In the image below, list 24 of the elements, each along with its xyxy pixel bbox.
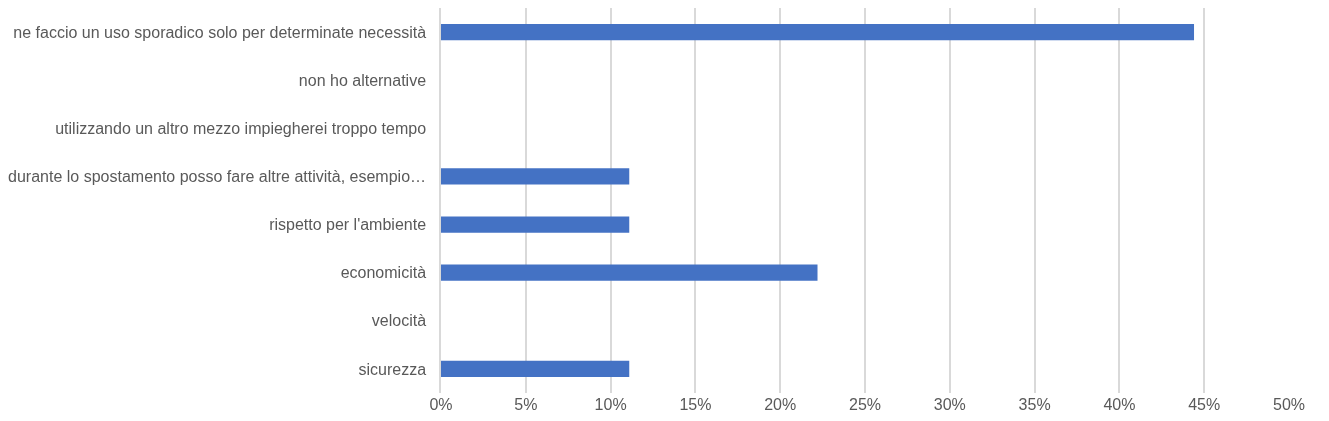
y-tick-label: rispetto per l'ambiente	[269, 216, 427, 234]
y-tick-label: velocità	[371, 312, 427, 330]
bar	[441, 216, 630, 233]
y-tick-label: utilizzando un altro mezzo impiegherei troppo tempo	[55, 119, 427, 137]
x-tick-label: 50%	[1272, 396, 1306, 413]
x-tick-label: 35%	[1018, 396, 1051, 413]
x-tick-label: 10%	[594, 396, 627, 413]
y-tick-label: sicurezza	[358, 360, 427, 378]
y-tick-label: economicità	[340, 264, 427, 282]
bar	[441, 168, 630, 185]
bar	[441, 360, 630, 378]
x-tick-label: 40%	[1103, 396, 1136, 413]
y-tick-label: ne faccio un uso sporadico solo per determinate necessità	[13, 23, 427, 41]
x-tick-label: 0%	[429, 396, 453, 413]
y-tick-label: durante lo spostamento posso fare altre attività, esempio…	[8, 168, 427, 186]
x-tick-label: 45%	[1188, 396, 1221, 413]
y-tick-label: non ho alternative	[298, 71, 427, 89]
x-tick-label: 25%	[848, 396, 882, 413]
x-tick-label: 30%	[933, 396, 966, 413]
x-tick-label: 20%	[764, 396, 797, 413]
bar	[441, 264, 818, 281]
bar	[441, 23, 1195, 41]
x-tick-label: 5%	[514, 396, 538, 413]
x-tick-label: 15%	[679, 396, 712, 413]
